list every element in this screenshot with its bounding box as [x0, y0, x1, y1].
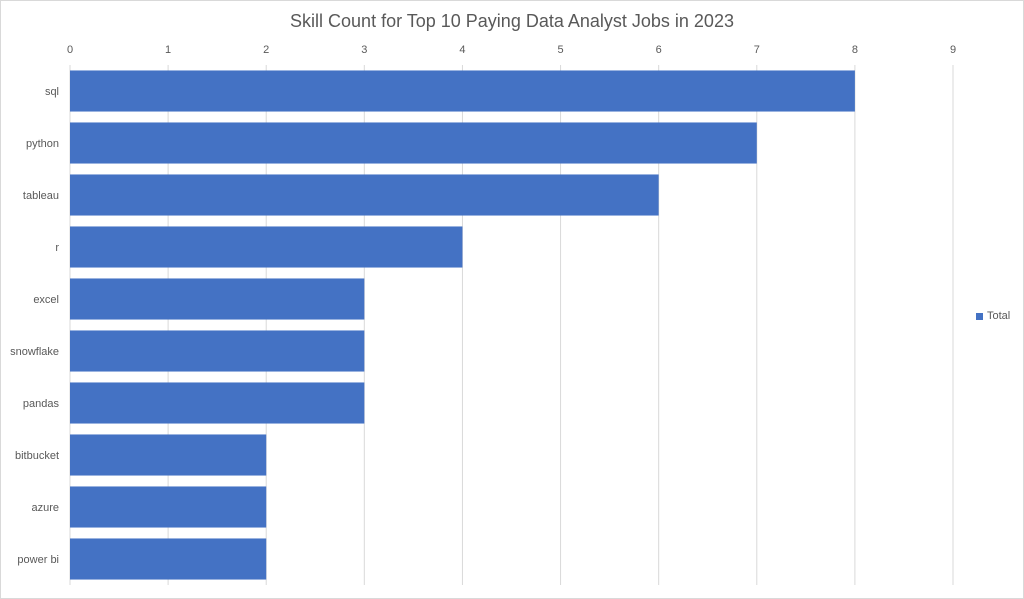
category-label-sql: sql: [45, 86, 59, 98]
legend: Total: [976, 310, 1010, 322]
category-label-excel: excel: [33, 294, 59, 306]
x-tick-label: 5: [557, 44, 563, 56]
x-tick-label: 6: [656, 44, 662, 56]
category-label-azure: azure: [31, 502, 59, 514]
bar-excel[interactable]: [70, 278, 365, 320]
legend-swatch-total: [976, 312, 983, 320]
category-label-tableau: tableau: [23, 190, 59, 202]
x-tick-label: 9: [950, 44, 956, 56]
category-label-r: r: [55, 242, 59, 254]
bar-power-bi[interactable]: [70, 538, 267, 580]
x-tick-label: 4: [459, 44, 465, 56]
category-label-power-bi: power bi: [17, 554, 59, 566]
chart-title: Skill Count for Top 10 Paying Data Analy…: [290, 11, 734, 31]
category-label-pandas: pandas: [23, 398, 60, 410]
x-tick-label: 3: [361, 44, 367, 56]
bar-r[interactable]: [70, 226, 463, 268]
bar-azure[interactable]: [70, 486, 267, 528]
legend-label-total: Total: [987, 310, 1011, 322]
bar-tableau[interactable]: [70, 174, 659, 216]
bar-python[interactable]: [70, 122, 757, 164]
bar-sql[interactable]: [70, 70, 855, 112]
x-tick-label: 7: [754, 44, 760, 56]
x-tick-label: 0: [67, 44, 73, 56]
x-tick-label: 1: [165, 44, 171, 56]
bar-pandas[interactable]: [70, 382, 365, 424]
category-label-snowflake: snowflake: [10, 346, 59, 358]
x-tick-label: 2: [263, 44, 269, 56]
bar-snowflake[interactable]: [70, 330, 365, 372]
x-tick-label: 8: [852, 44, 858, 56]
category-label-bitbucket: bitbucket: [15, 450, 59, 462]
category-label-python: python: [26, 138, 59, 150]
bar-bitbucket[interactable]: [70, 434, 267, 476]
